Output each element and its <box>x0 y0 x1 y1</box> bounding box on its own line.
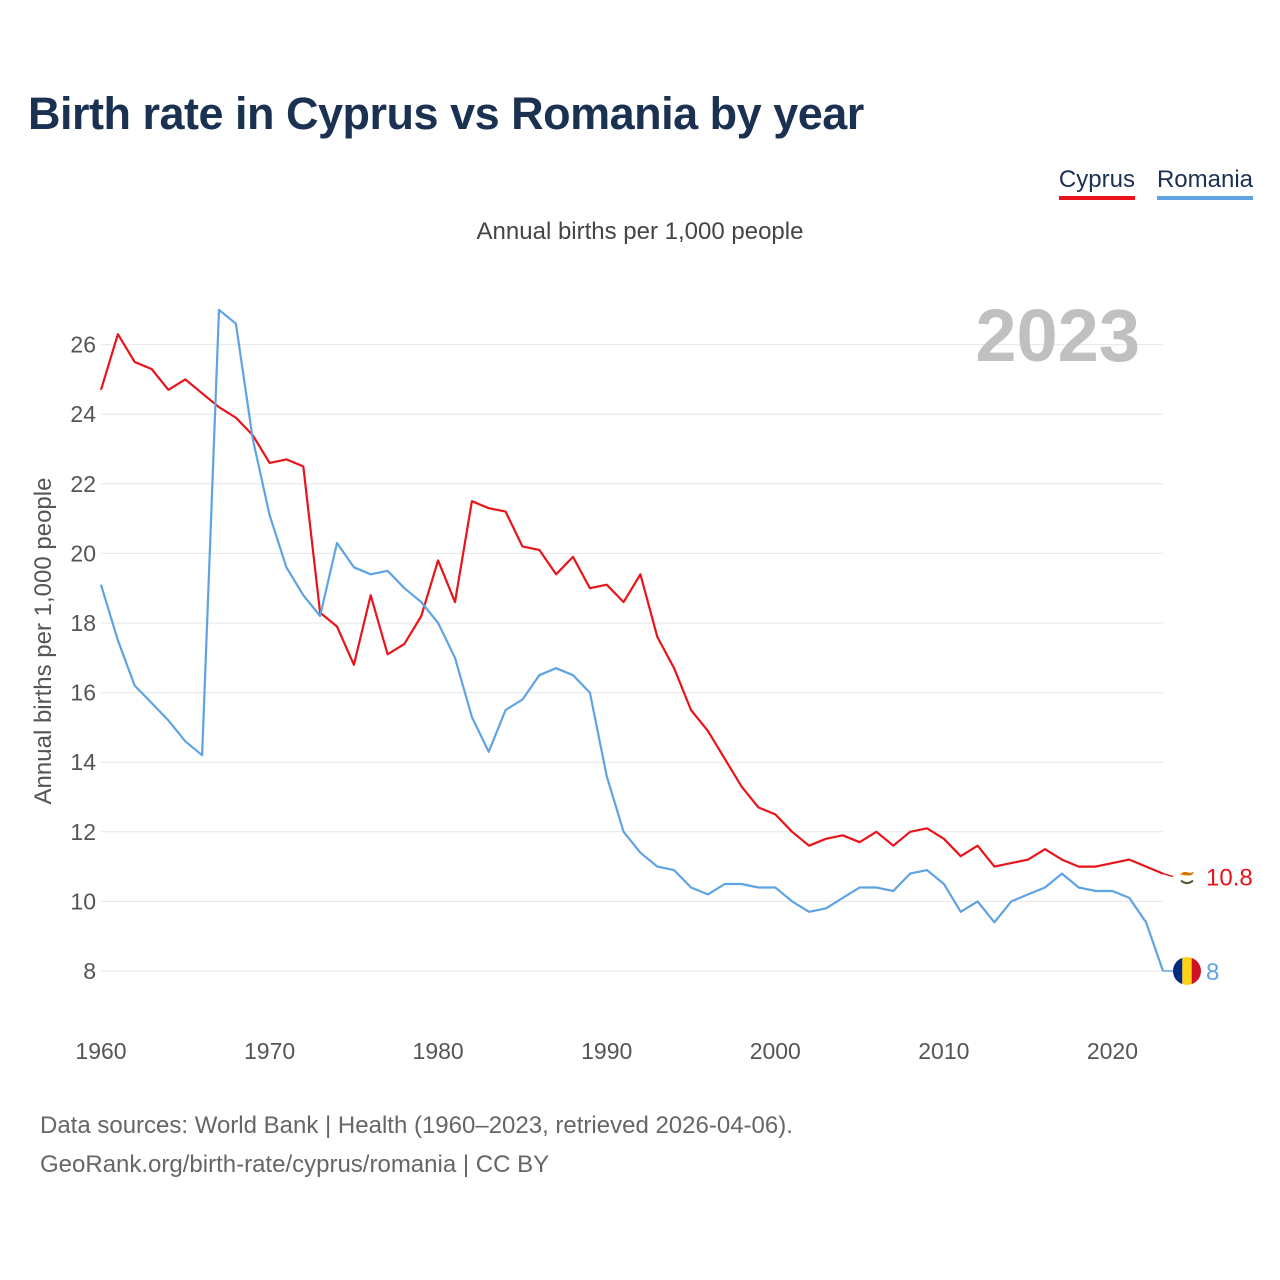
y-tick-label: 12 <box>70 819 96 845</box>
y-tick-label: 24 <box>70 401 96 427</box>
x-axis-ticks: 1960 1970 1980 1990 2000 2010 2020 <box>75 1038 1138 1064</box>
x-tick-label: 1980 <box>413 1038 464 1064</box>
source-note: Data sources: World Bank | Health (1960–… <box>40 1106 793 1184</box>
series-lines <box>99 308 1165 972</box>
series-line-romania <box>99 308 1165 972</box>
x-tick-label: 2020 <box>1087 1038 1138 1064</box>
y-tick-label: 16 <box>70 680 96 706</box>
chart-title: Birth rate in Cyprus vs Romania by year <box>28 88 864 139</box>
source-line-2[interactable]: GeoRank.org/birth-rate/cyprus/romania | … <box>40 1151 550 1178</box>
year-label: 2023 <box>975 294 1140 377</box>
legend-item-cyprus[interactable]: Cyprus <box>1058 166 1135 200</box>
y-tick-label: 8 <box>83 958 96 984</box>
series-line-cyprus <box>99 333 1164 875</box>
y-axis-label: Annual births per 1,000 people <box>30 478 57 805</box>
y-axis-ticks: 8 10 12 14 16 18 20 22 24 26 <box>70 332 96 984</box>
x-tick-label: 1990 <box>581 1038 632 1064</box>
y-tick-label: 22 <box>70 471 96 497</box>
x-tick-label: 2000 <box>750 1038 801 1064</box>
legend-item-romania[interactable]: Romania <box>1156 166 1253 200</box>
x-tick-label: 2010 <box>918 1038 969 1064</box>
end-value-label-cyprus: 10.8 <box>1206 865 1253 892</box>
flag-romania-icon <box>1173 957 1201 985</box>
end-markers: 10.88 <box>1162 862 1253 986</box>
gridlines <box>101 344 1163 972</box>
legend: Cyprus Romania <box>1058 166 1253 200</box>
end-value-label-romania: 8 <box>1206 959 1219 986</box>
y-tick-label: 10 <box>70 888 96 914</box>
y-tick-label: 14 <box>70 749 96 775</box>
y-tick-label: 20 <box>70 540 96 566</box>
y-tick-label: 18 <box>70 610 96 636</box>
leader-line <box>1162 872 1174 878</box>
chart-subtitle: Annual births per 1,000 people <box>476 218 804 245</box>
x-tick-label: 1960 <box>75 1038 126 1064</box>
source-line-1: Data sources: World Bank | Health (1960–… <box>40 1112 793 1139</box>
x-tick-label: 1970 <box>244 1038 295 1064</box>
y-tick-label: 26 <box>70 332 96 358</box>
flag-cyprus-icon <box>1173 862 1201 891</box>
